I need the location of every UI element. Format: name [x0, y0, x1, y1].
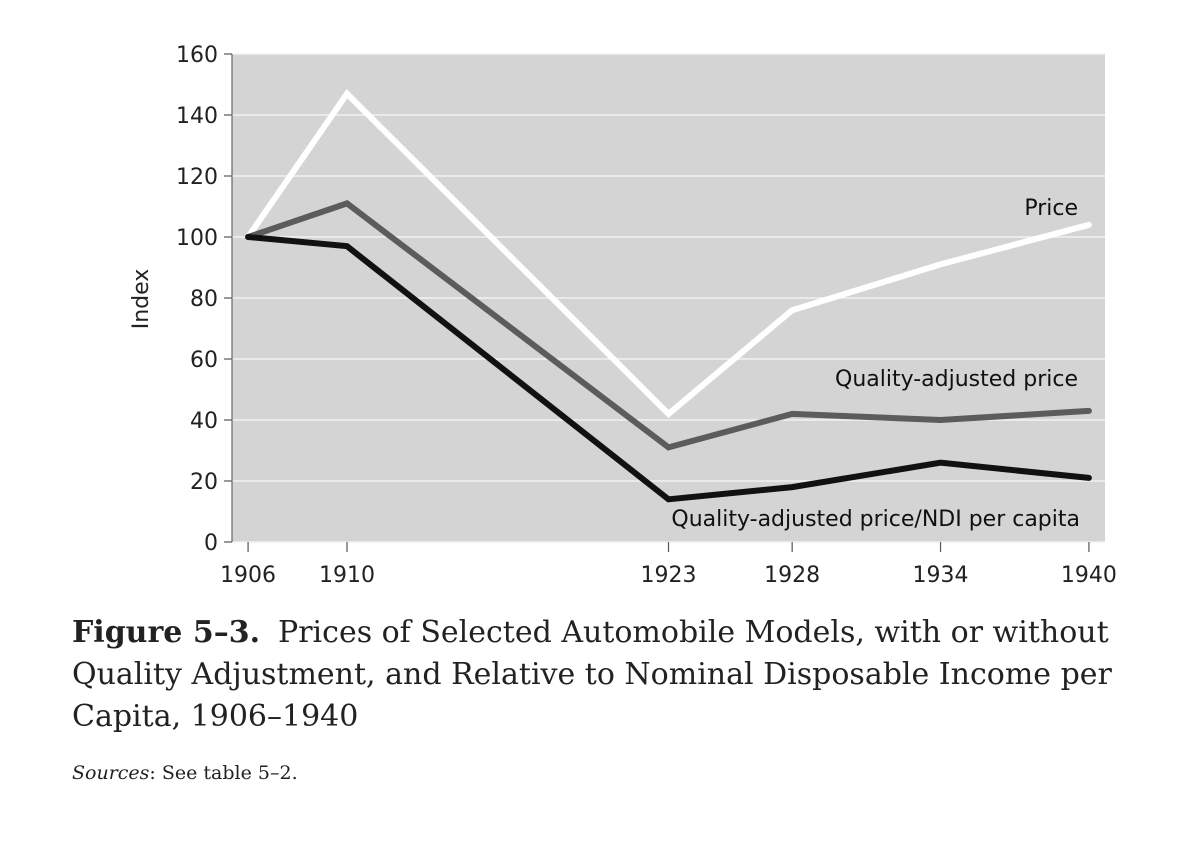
- x-tick-label: 1906: [220, 563, 276, 588]
- x-tick-label: 1940: [1061, 563, 1117, 588]
- y-tick-label: 20: [190, 470, 218, 495]
- series-line-quality-adjusted-price-ndi-per-capita: [245, 234, 1092, 503]
- y-tick-label: 140: [176, 104, 218, 129]
- figure-title: Prices of Selected Automobile Models, wi…: [72, 615, 1112, 734]
- series-line-price: [245, 89, 1092, 418]
- series-lines: [245, 89, 1092, 503]
- figure-number: Figure 5–3.: [72, 615, 261, 650]
- y-tick-label: 160: [176, 43, 218, 68]
- y-axis-title: Index: [129, 269, 154, 330]
- x-tick-labels: 1906 1910 1923 1928 1934 1940: [220, 563, 1117, 588]
- y-tick-label: 100: [176, 226, 218, 251]
- x-tick-label: 1910: [319, 563, 375, 588]
- y-tick-label: 40: [190, 409, 218, 434]
- x-tick-label: 1923: [641, 563, 697, 588]
- gridlines: [224, 53, 1105, 543]
- x-tick-label: 1934: [913, 563, 969, 588]
- x-tick-marks: [247, 542, 1090, 552]
- x-tick-label: 1928: [764, 563, 820, 588]
- y-tick-label: 60: [190, 348, 218, 373]
- y-tick-label: 0: [204, 531, 218, 556]
- sources-label: Sources: [72, 762, 150, 784]
- y-tick-labels: 0 20 40 60 80 100 120 140 160: [176, 43, 218, 556]
- figure-caption: Figure 5–3. Prices of Selected Automobile…: [72, 612, 1182, 738]
- series-label-price: Price: [1024, 196, 1078, 221]
- sources-text: : See table 5–2.: [149, 762, 298, 784]
- series-line-quality-adjusted-price: [245, 200, 1092, 451]
- series-label-quality-adjusted-price: Quality-adjusted price: [835, 367, 1078, 392]
- series-label-price-ndi: Quality-adjusted price/NDI per capita: [671, 507, 1080, 532]
- y-tick-label: 120: [176, 165, 218, 190]
- y-tick-label: 80: [190, 287, 218, 312]
- sources-note: Sources: See table 5–2.: [72, 762, 298, 784]
